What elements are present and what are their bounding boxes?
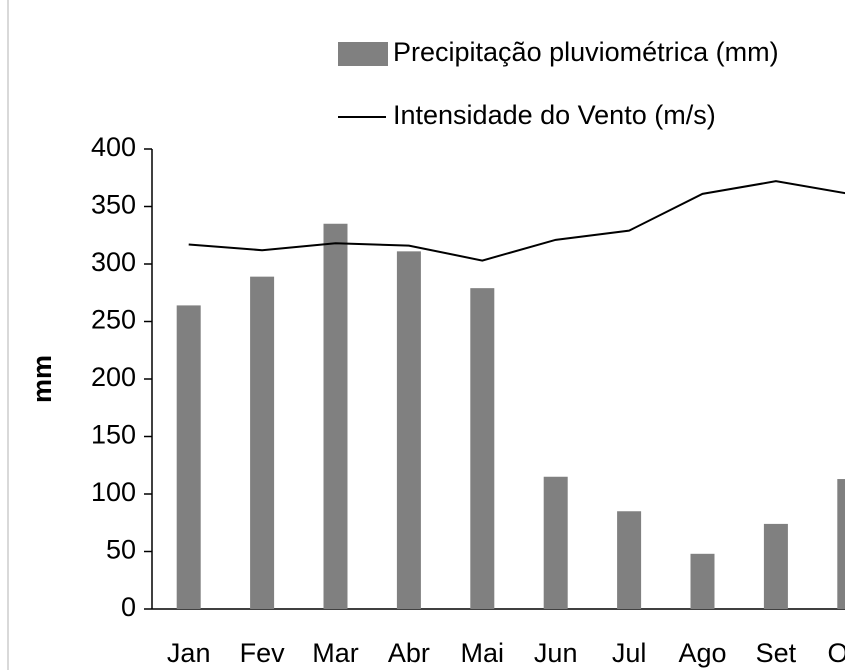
bar <box>470 288 495 609</box>
x-tick-label: Jul <box>612 638 647 668</box>
y-tick-label: 250 <box>91 305 136 335</box>
bar <box>396 251 421 609</box>
legend-label: Precipitação pluviométrica (mm) <box>393 37 779 67</box>
y-tick-label: 100 <box>91 477 136 507</box>
x-tick-label: Abr <box>388 638 430 668</box>
y-axis-label: mm <box>27 355 57 403</box>
bar <box>176 305 201 609</box>
bar <box>617 511 642 609</box>
y-tick-label: 50 <box>106 535 136 565</box>
bar <box>837 479 845 609</box>
bar <box>250 276 275 609</box>
bar <box>690 553 715 609</box>
x-tick-label: Set <box>756 638 797 668</box>
y-tick-label: 300 <box>91 247 136 277</box>
legend-label: Intensidade do Vento (m/s) <box>393 100 716 130</box>
bar <box>323 223 348 609</box>
x-tick-label: Mai <box>461 638 505 668</box>
line-series <box>188 180 845 262</box>
legend-swatch <box>338 42 388 66</box>
y-tick-label: 150 <box>91 420 136 450</box>
x-tick-label: Jan <box>167 638 211 668</box>
y-tick-label: 200 <box>91 362 136 392</box>
bar <box>763 523 788 609</box>
x-tick-label: Jun <box>534 638 578 668</box>
x-tick-label: Fev <box>240 638 286 668</box>
x-tick-label: Mar <box>312 638 359 668</box>
y-tick-label: 0 <box>121 592 136 622</box>
bar <box>543 476 568 609</box>
x-tick-label: Ago <box>678 638 726 668</box>
y-tick-label: 400 <box>91 132 136 162</box>
x-tick-label: Out <box>828 638 845 668</box>
y-tick-label: 350 <box>91 190 136 220</box>
